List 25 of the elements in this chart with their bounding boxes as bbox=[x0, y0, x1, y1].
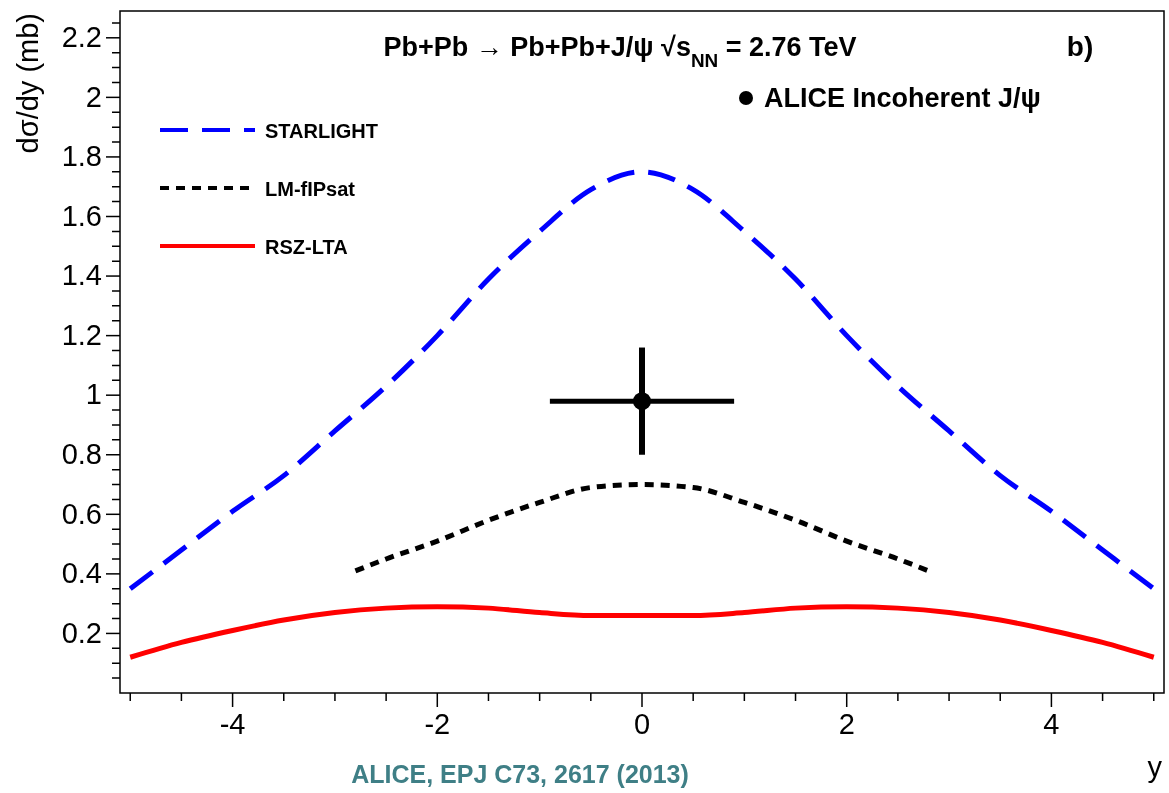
y-tick-label: 1.6 bbox=[61, 199, 102, 232]
x-tick-label: -2 bbox=[424, 707, 451, 740]
legend-label: LM-fIPsat bbox=[265, 178, 356, 200]
x-tick-label: 0 bbox=[633, 707, 651, 740]
y-tick-label: 1.2 bbox=[61, 318, 102, 351]
y-tick-label: 0.6 bbox=[61, 497, 102, 530]
legend-label: RSZ-LTA bbox=[265, 236, 348, 258]
y-tick-label: 0.4 bbox=[61, 557, 102, 590]
x-tick-label: 2 bbox=[838, 707, 855, 740]
text: b) bbox=[1066, 31, 1094, 62]
text: ALICE, EPJ C73, 2617 (2013) bbox=[351, 760, 689, 788]
x-axis-title: y bbox=[1147, 751, 1163, 783]
y-axis-title: dσ/dy (mb) bbox=[12, 13, 44, 154]
y-tick-label: 1.8 bbox=[61, 140, 102, 173]
legend-label: ALICE Incoherent J/ψ bbox=[764, 83, 1041, 113]
x-tick-label: 4 bbox=[1043, 707, 1060, 740]
y-tick-label: 0.8 bbox=[61, 438, 102, 471]
text: Pb+Pb → Pb+Pb+J/ψ √s$_{NN}$ = 2.76 TeV bbox=[383, 32, 857, 71]
y-tick-label: 1.4 bbox=[61, 259, 102, 292]
y-tick-label: 0.2 bbox=[61, 616, 102, 649]
legend-label: STARLIGHT bbox=[265, 120, 378, 142]
y-tick-label: 2.2 bbox=[61, 21, 102, 54]
x-tick-label: -4 bbox=[219, 707, 246, 740]
y-tick-label: 1 bbox=[85, 378, 102, 411]
y-tick-label: 2 bbox=[85, 80, 102, 113]
